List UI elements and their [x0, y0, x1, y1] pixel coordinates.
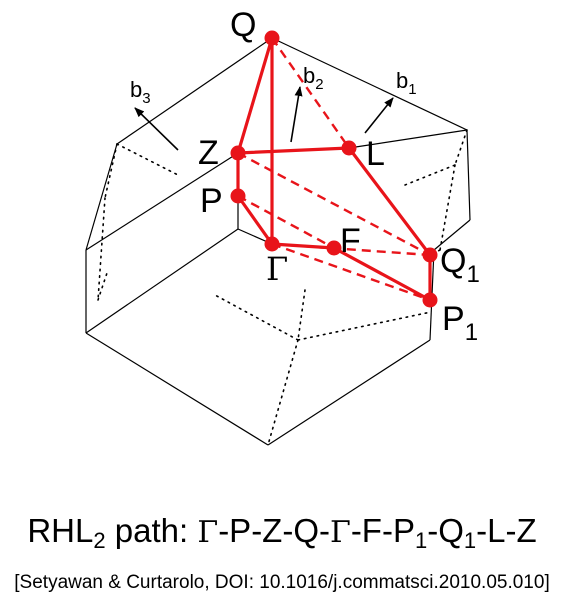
label-b1: b1 [396, 68, 417, 98]
lattice-subscript: 2 [93, 528, 106, 553]
point-F [326, 240, 342, 256]
label-Q1: Q1 [440, 242, 480, 288]
path-label: path: [105, 512, 198, 549]
point-Gamma [264, 236, 280, 252]
point-P1 [422, 292, 438, 308]
path-caption: RHL2 path: Γ-P-Z-Q-Γ-F-P1-Q1-L-Z [0, 512, 564, 554]
path-segment: -L-Z [476, 512, 537, 549]
path-segment: -F-P [350, 512, 415, 549]
point-Q [264, 30, 280, 46]
path-segment-subscript: 1 [414, 528, 428, 553]
point-Q1 [422, 247, 438, 263]
reciprocal-vectors [134, 86, 394, 151]
brillouin-zone-diagram: Q L Z P Γ F Q1 P1 b1 b2 b3 [85, 6, 480, 446]
label-b3: b3 [130, 77, 151, 107]
label-F: F [340, 222, 361, 260]
b3-arrow [134, 107, 179, 151]
path-sequence: Γ-P-Z-Q-Γ-F-P1-Q1-L-Z [197, 512, 537, 553]
b1-arrow [364, 97, 394, 134]
label-b2: b2 [303, 63, 324, 93]
citation: [Setyawan & Curtarolo, DOI: 10.1016/j.co… [14, 572, 550, 593]
point-L [341, 140, 357, 156]
path-segment: -Q [427, 512, 464, 549]
high-symmetry-points [230, 30, 438, 308]
path-segment: Γ [197, 515, 219, 550]
label-Z: Z [198, 134, 219, 172]
path-segment: Γ [329, 515, 351, 550]
path-segment: -P-Z-Q- [218, 512, 330, 549]
point-P [230, 188, 246, 204]
label-P1: P1 [442, 300, 478, 346]
lattice-name: RHL [27, 512, 94, 549]
label-Gamma: Γ [266, 250, 288, 288]
point-Z [230, 145, 246, 161]
label-Q: Q [230, 6, 256, 44]
b2-arrow [290, 86, 303, 143]
label-P: P [200, 182, 223, 220]
path-segment-subscript: 1 [463, 528, 477, 553]
zone-hidden-edges [97, 129, 468, 446]
label-L: L [366, 135, 385, 173]
path-solid-segments [236, 36, 432, 302]
